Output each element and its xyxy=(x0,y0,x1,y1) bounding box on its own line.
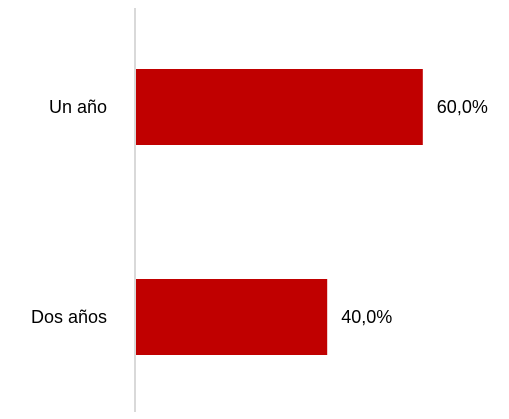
data-label-1: 60,0% xyxy=(437,97,488,117)
labels-layer: Un año 60,0% Dos años 40,0% xyxy=(31,97,488,327)
data-label-2: 40,0% xyxy=(341,307,392,327)
bar-2 xyxy=(136,279,328,355)
bar-1 xyxy=(136,69,423,145)
bars-layer xyxy=(136,69,423,355)
category-label-2: Dos años xyxy=(31,307,107,327)
category-label-1: Un año xyxy=(49,97,107,117)
